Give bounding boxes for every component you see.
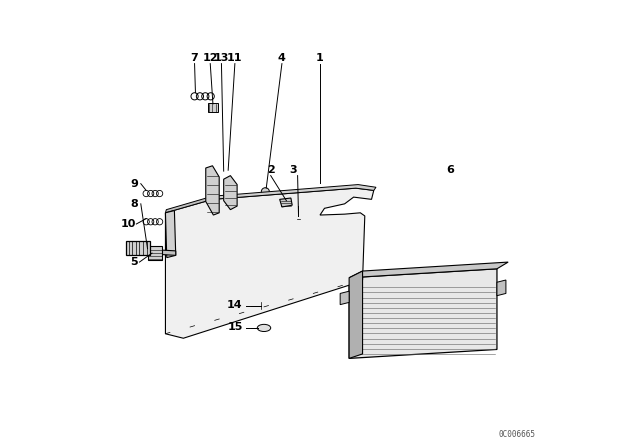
Polygon shape	[349, 262, 508, 278]
Polygon shape	[165, 196, 212, 213]
Polygon shape	[205, 166, 219, 215]
Polygon shape	[127, 241, 150, 255]
Text: 12: 12	[202, 53, 218, 63]
Text: 7: 7	[191, 53, 198, 63]
Polygon shape	[136, 249, 176, 255]
Polygon shape	[165, 211, 176, 258]
Text: 8: 8	[130, 199, 138, 209]
Text: 5: 5	[131, 257, 138, 267]
Polygon shape	[165, 188, 374, 338]
Text: 10: 10	[121, 219, 136, 229]
Text: 15: 15	[227, 322, 243, 332]
Text: 0C006665: 0C006665	[498, 430, 535, 439]
Text: 13: 13	[214, 53, 229, 63]
Polygon shape	[349, 269, 497, 358]
Text: 9: 9	[130, 179, 138, 189]
Circle shape	[295, 215, 302, 222]
Circle shape	[261, 302, 267, 309]
Polygon shape	[340, 291, 349, 305]
Polygon shape	[223, 176, 237, 210]
Polygon shape	[147, 246, 163, 260]
Text: 14: 14	[227, 300, 243, 310]
Text: 3: 3	[289, 165, 297, 175]
FancyBboxPatch shape	[207, 103, 218, 112]
Polygon shape	[349, 271, 362, 358]
Text: 11: 11	[227, 53, 243, 63]
Text: 1: 1	[316, 53, 324, 63]
Circle shape	[261, 188, 269, 196]
Polygon shape	[280, 198, 292, 207]
Text: 2: 2	[267, 165, 275, 175]
Text: 6: 6	[446, 165, 454, 175]
Text: 4: 4	[278, 53, 286, 63]
Polygon shape	[497, 280, 506, 296]
Polygon shape	[212, 185, 376, 199]
Ellipse shape	[257, 324, 271, 332]
